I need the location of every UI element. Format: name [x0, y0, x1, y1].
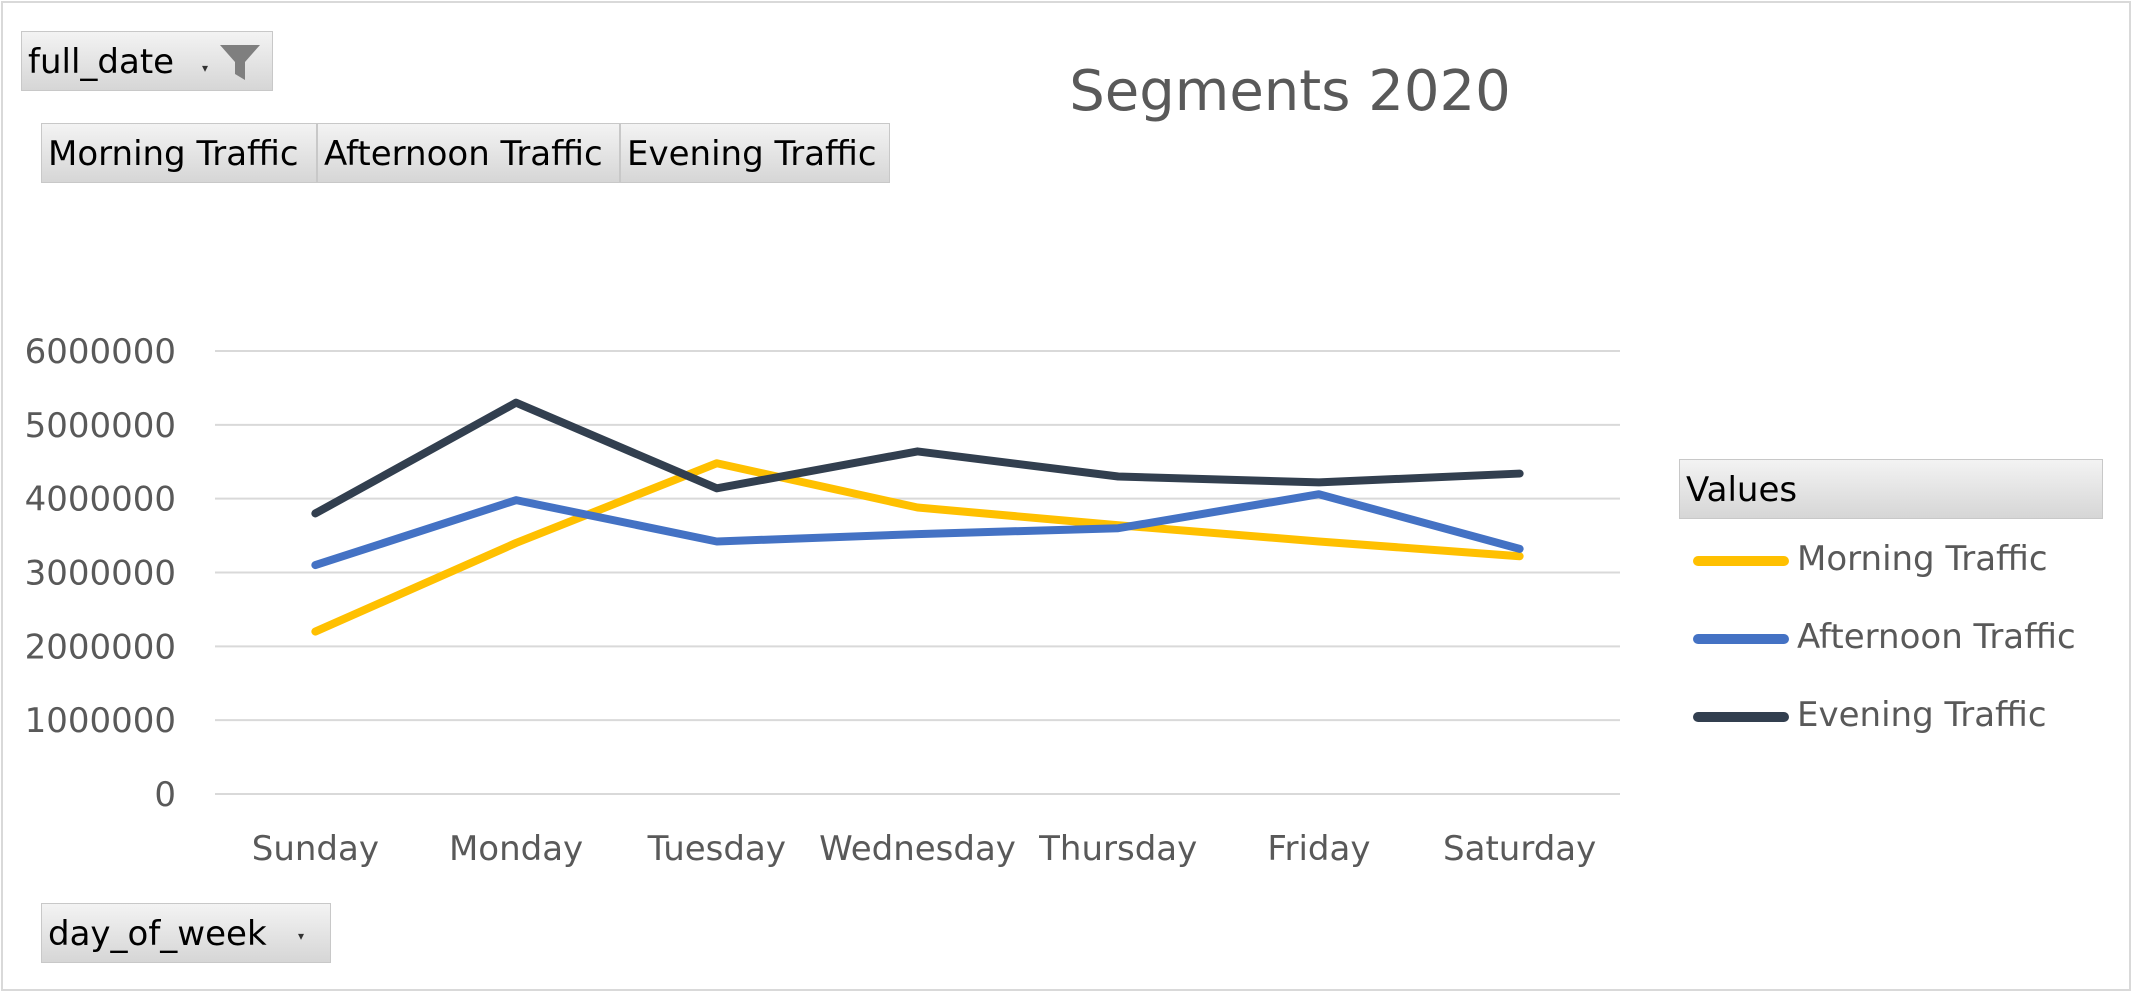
- x-tick-label: Monday: [449, 829, 583, 869]
- y-axis-tick-labels: 0 1000000 2000000 3000000 4000000 5000000 6000…: [25, 332, 176, 815]
- y-tick-label: 0: [154, 775, 176, 815]
- legend-item[interactable]: Afternoon Traffic: [1693, 615, 2076, 659]
- dropdown-arrow-icon: ▾: [298, 929, 305, 943]
- y-tick-label: 5000000: [25, 406, 176, 446]
- value-field-label: Evening Traffic: [627, 134, 877, 174]
- legend-swatch: [1693, 555, 1789, 566]
- filter-field-button[interactable]: full_date ▾: [21, 31, 273, 91]
- y-tick-label: 6000000: [25, 332, 176, 372]
- series-lines: [311, 398, 1524, 636]
- x-tick-label: Friday: [1267, 829, 1370, 869]
- chart-title: Segments 2020: [1069, 59, 1511, 124]
- y-tick-label: 1000000: [25, 701, 176, 741]
- legend-label: Morning Traffic: [1797, 539, 2048, 579]
- legend-title: Values: [1679, 459, 2103, 519]
- y-tick-label: 2000000: [25, 627, 176, 667]
- dropdown-arrow-icon: ▾: [202, 61, 209, 75]
- axis-field-label: day_of_week: [48, 914, 267, 954]
- x-tick-label: Wednesday: [819, 829, 1016, 869]
- filter-icon: [220, 45, 260, 80]
- x-tick-label: Thursday: [1038, 829, 1197, 869]
- series-line[interactable]: [311, 459, 1524, 636]
- series-line[interactable]: [311, 490, 1524, 570]
- series-line[interactable]: [311, 398, 1524, 518]
- gridlines: [215, 350, 1620, 795]
- value-field-button[interactable]: Morning Traffic: [41, 123, 317, 183]
- x-axis-tick-labels: Sunday Monday Tuesday Wednesday Thursday Frid…: [252, 829, 1597, 869]
- y-tick-label: 4000000: [25, 480, 176, 520]
- legend-label: Afternoon Traffic: [1797, 617, 2076, 657]
- value-field-label: Morning Traffic: [48, 134, 299, 174]
- legend-swatch: [1693, 711, 1789, 722]
- legend-item[interactable]: Morning Traffic: [1693, 537, 2048, 581]
- filter-field-label: full_date: [28, 42, 175, 82]
- legend-item[interactable]: Evening Traffic: [1693, 693, 2047, 737]
- value-field-button[interactable]: Evening Traffic: [620, 123, 890, 183]
- y-tick-label: 3000000: [25, 554, 176, 594]
- x-tick-label: Saturday: [1443, 829, 1596, 869]
- legend-label: Evening Traffic: [1797, 695, 2047, 735]
- value-field-button[interactable]: Afternoon Traffic: [317, 123, 620, 183]
- x-tick-label: Sunday: [252, 829, 379, 869]
- axis-field-button[interactable]: day_of_week ▾: [41, 903, 331, 963]
- value-field-label: Afternoon Traffic: [324, 134, 603, 174]
- legend-swatch: [1693, 633, 1789, 644]
- x-tick-label: Tuesday: [647, 829, 786, 869]
